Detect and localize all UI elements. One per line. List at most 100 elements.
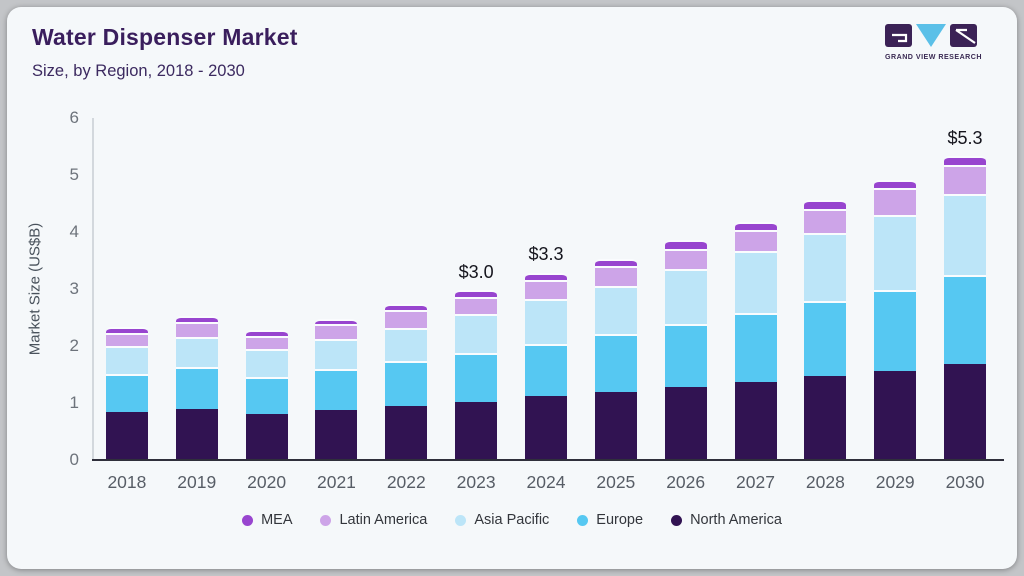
bar-segment-asia-pacific[interactable] xyxy=(385,328,428,361)
bar-segment-north-america[interactable] xyxy=(734,381,777,460)
x-axis-line xyxy=(92,459,1004,461)
bar-segment-mea[interactable] xyxy=(874,179,917,188)
bar-segment-north-america[interactable] xyxy=(175,409,218,460)
bar-2024[interactable] xyxy=(524,272,567,460)
legend-dot-icon xyxy=(577,514,589,526)
bar-segment-europe[interactable] xyxy=(385,360,428,406)
y-tick-label: 5 xyxy=(69,165,79,184)
bar-segment-asia-pacific[interactable] xyxy=(524,298,567,344)
bar-segment-mea[interactable] xyxy=(245,330,288,336)
bar-segment-asia-pacific[interactable] xyxy=(455,314,498,354)
bar-slot-2025 xyxy=(581,118,651,460)
bar-segment-latin-america[interactable] xyxy=(944,164,987,195)
bar-segment-latin-america[interactable] xyxy=(664,248,707,270)
bar-segment-europe[interactable] xyxy=(175,367,218,410)
legend-dot-icon xyxy=(455,514,467,526)
bar-segment-europe[interactable] xyxy=(524,343,567,397)
bar-segment-latin-america[interactable] xyxy=(175,322,218,338)
bar-segment-latin-america[interactable] xyxy=(804,208,847,234)
bar-segment-asia-pacific[interactable] xyxy=(245,348,288,377)
bar-segment-north-america[interactable] xyxy=(874,370,917,460)
bar-2026[interactable] xyxy=(664,240,707,460)
bar-segment-asia-pacific[interactable] xyxy=(734,251,777,313)
grand-view-research-logo-icon: GRAND VIEW RESEARCH xyxy=(885,24,982,61)
bar-2025[interactable] xyxy=(594,258,637,460)
bar-segment-asia-pacific[interactable] xyxy=(594,285,637,335)
value-label-2030: $5.3 xyxy=(947,128,983,149)
bar-segment-north-america[interactable] xyxy=(455,402,498,460)
bar-segment-latin-america[interactable] xyxy=(524,279,567,299)
bar-segment-asia-pacific[interactable] xyxy=(175,337,218,368)
bar-2018[interactable] xyxy=(105,327,148,460)
bar-segment-north-america[interactable] xyxy=(315,410,358,460)
bar-segment-europe[interactable] xyxy=(874,289,917,371)
bar-segment-north-america[interactable] xyxy=(664,387,707,460)
bar-segment-europe[interactable] xyxy=(594,334,637,393)
bar-segment-latin-america[interactable] xyxy=(315,324,358,340)
bar-segment-asia-pacific[interactable] xyxy=(804,233,847,301)
legend-item-north-america[interactable]: North America xyxy=(671,512,782,528)
bar-segment-europe[interactable] xyxy=(804,300,847,377)
x-tick-label: 2020 xyxy=(247,472,287,492)
bar-segment-asia-pacific[interactable] xyxy=(315,339,358,370)
bar-segment-europe[interactable] xyxy=(105,373,148,413)
y-tick-label: 2 xyxy=(69,336,79,355)
bar-segment-europe[interactable] xyxy=(664,324,707,388)
bar-segment-mea[interactable] xyxy=(594,258,637,267)
bar-2028[interactable] xyxy=(804,200,847,460)
bar-segment-north-america[interactable] xyxy=(944,363,987,460)
logo-caption: GRAND VIEW RESEARCH xyxy=(885,52,982,61)
bar-segment-latin-america[interactable] xyxy=(734,229,777,252)
bar-segment-north-america[interactable] xyxy=(804,376,847,460)
x-tick-label: 2028 xyxy=(805,472,845,492)
bar-2021[interactable] xyxy=(315,318,358,460)
bar-segment-north-america[interactable] xyxy=(105,412,148,460)
bar-segment-latin-america[interactable] xyxy=(594,266,637,286)
legend-item-asia-pacific[interactable]: Asia Pacific xyxy=(455,512,549,528)
chart-card: Water Dispenser Market Size, by Region, … xyxy=(7,7,1017,569)
bar-segment-europe[interactable] xyxy=(245,376,288,415)
bar-segment-mea[interactable] xyxy=(385,304,428,311)
bar-segment-mea[interactable] xyxy=(105,327,148,334)
bar-segment-europe[interactable] xyxy=(734,312,777,382)
bar-segment-mea[interactable] xyxy=(455,290,498,297)
bar-segment-latin-america[interactable] xyxy=(105,333,148,347)
bar-segment-europe[interactable] xyxy=(315,369,358,411)
bar-segment-mea[interactable] xyxy=(524,272,567,280)
page-title: Water Dispenser Market xyxy=(32,24,298,50)
bar-2029[interactable] xyxy=(874,179,917,460)
bar-2020[interactable] xyxy=(245,330,288,460)
bar-2019[interactable] xyxy=(175,315,218,460)
bar-segment-europe[interactable] xyxy=(455,353,498,403)
bar-2023[interactable] xyxy=(455,290,498,460)
x-tick-label: 2024 xyxy=(526,472,566,492)
bar-segment-mea[interactable] xyxy=(175,315,218,323)
legend-label: North America xyxy=(690,512,782,528)
bar-segment-north-america[interactable] xyxy=(594,392,637,460)
bar-segment-asia-pacific[interactable] xyxy=(664,269,707,325)
bar-segment-latin-america[interactable] xyxy=(455,297,498,315)
bar-segment-mea[interactable] xyxy=(804,200,847,209)
bar-segment-north-america[interactable] xyxy=(245,414,288,460)
bar-segment-mea[interactable] xyxy=(315,318,358,325)
legend-item-mea[interactable]: MEA xyxy=(242,512,292,528)
bar-2022[interactable] xyxy=(385,304,428,460)
legend-item-europe[interactable]: Europe xyxy=(577,512,643,528)
bar-segment-mea[interactable] xyxy=(734,221,777,230)
bar-segment-asia-pacific[interactable] xyxy=(944,194,987,276)
legend-dot-icon xyxy=(242,514,254,526)
bar-2030[interactable] xyxy=(944,156,987,460)
bar-segment-mea[interactable] xyxy=(944,156,987,165)
bar-segment-north-america[interactable] xyxy=(524,396,567,460)
bar-segment-latin-america[interactable] xyxy=(245,335,288,349)
bar-slot-2018 xyxy=(92,118,162,460)
bar-segment-asia-pacific[interactable] xyxy=(874,214,917,290)
bar-2027[interactable] xyxy=(734,221,777,460)
legend-item-latin-america[interactable]: Latin America xyxy=(320,512,427,528)
bar-segment-europe[interactable] xyxy=(944,275,987,364)
bar-segment-north-america[interactable] xyxy=(385,405,428,460)
bar-segment-mea[interactable] xyxy=(664,240,707,249)
bar-segment-latin-america[interactable] xyxy=(385,310,428,329)
bar-segment-asia-pacific[interactable] xyxy=(105,346,148,374)
bar-segment-latin-america[interactable] xyxy=(874,187,917,215)
